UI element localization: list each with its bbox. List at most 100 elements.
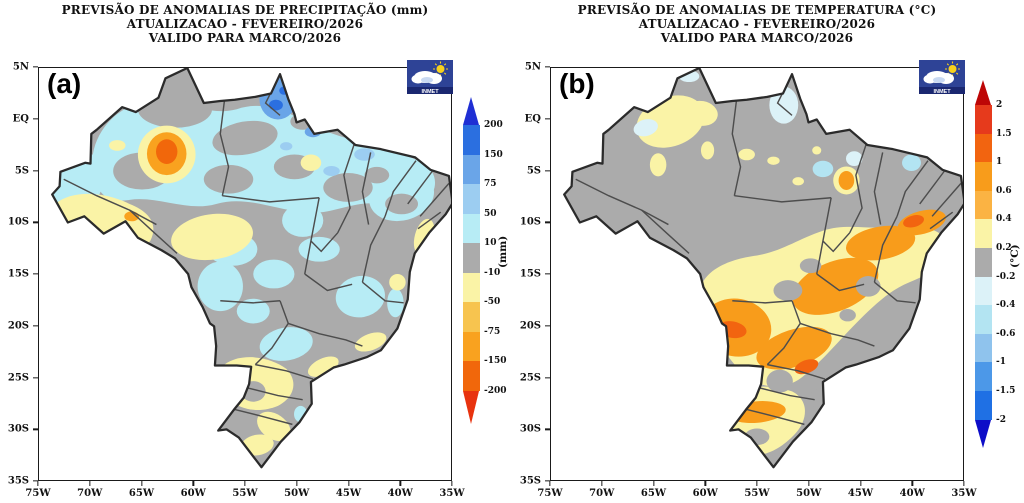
x-axis: 75W 70W 65W 60W 55W 50W 45W 40W 35W <box>25 481 465 503</box>
y-tick-label: EQ <box>524 113 541 125</box>
x-tick-mark <box>451 481 453 486</box>
state-border <box>244 386 303 401</box>
y-tick-label: 20S <box>519 320 541 332</box>
colorbar-tick-label: -1 <box>996 357 1006 368</box>
y-tick-mark <box>545 169 550 172</box>
anomaly-region <box>323 166 340 176</box>
cloud-icon <box>923 74 937 84</box>
state-border <box>931 182 962 217</box>
state-border <box>361 152 372 225</box>
x-tick-mark <box>859 481 862 486</box>
title-line-1: PREVISÃO DE ANOMALIAS DE TEMPERATURA (°C… <box>577 3 937 17</box>
state-border <box>310 232 339 253</box>
x-tick-label: 50W <box>796 488 822 499</box>
colorbar-tick-label: 200 <box>484 120 503 130</box>
x-tick-label: 45W <box>847 488 874 499</box>
state-border <box>740 407 805 426</box>
x-tick-label: 45W <box>335 488 362 499</box>
cloud-icon <box>411 74 425 84</box>
state-border <box>228 407 293 426</box>
state-border <box>756 386 815 401</box>
anomaly-region <box>109 140 126 151</box>
title-line-1: PREVISÃO DE ANOMALIAS DE PRECIPITAÇÃO (m… <box>61 3 429 17</box>
y-tick-mark <box>33 221 38 223</box>
colorbar-unit-label: (mm) <box>497 235 509 268</box>
logo-band <box>406 87 453 94</box>
anomaly-region <box>838 171 855 190</box>
anomaly-region <box>364 166 390 184</box>
anomaly-region <box>700 141 715 160</box>
anomaly-region <box>300 154 322 171</box>
title-line-2: ATUALIZACAO - FEVEREIRO/2026 <box>638 17 876 31</box>
x-tick-label: 75W <box>25 488 51 499</box>
state-border <box>873 152 884 225</box>
colorbar-tick-label: -0.6 <box>996 328 1016 339</box>
x-tick-mark <box>347 481 350 486</box>
state-border <box>800 322 875 347</box>
x-tick-label: 60W <box>692 488 718 499</box>
anomaly-region <box>799 258 822 274</box>
state-border <box>222 195 320 203</box>
colorbar-segment <box>975 162 992 191</box>
colorbar-segment <box>975 333 992 363</box>
colorbar-tick-label: 50 <box>484 208 497 219</box>
anomaly-region <box>649 153 667 177</box>
x-tick-mark <box>756 481 758 486</box>
anomaly-region <box>902 154 921 171</box>
state-border <box>361 281 404 304</box>
colorbar-segment <box>975 105 992 134</box>
anomaly-region <box>257 411 291 442</box>
anomaly-region <box>212 120 278 156</box>
y-tick-mark <box>33 273 38 275</box>
colorbar-tick-label: 0.4 <box>996 214 1012 225</box>
colorbar-tick-label: 2 <box>996 100 1003 110</box>
state-border <box>384 160 417 217</box>
anomaly-region <box>845 151 863 167</box>
colorbar-bottom-arrow <box>975 419 991 448</box>
x-tick-label: 70W <box>589 488 615 499</box>
anomaly-region <box>845 225 916 261</box>
state-border <box>337 143 355 234</box>
y-tick-label: 30S <box>7 423 29 435</box>
x-tick-mark <box>963 481 965 486</box>
y-tick-label: 10S <box>7 216 29 228</box>
x-tick-label: 65W <box>640 488 667 499</box>
anomaly-region <box>203 164 254 194</box>
map-frame: (b) INMET <box>550 60 965 481</box>
inmet-logo: INMET <box>406 60 453 94</box>
y-tick-mark <box>545 273 550 275</box>
anomaly-region <box>767 156 780 165</box>
x-tick-mark <box>652 481 655 486</box>
colorbar-segment <box>463 154 480 184</box>
x-tick-label: 55W <box>232 488 258 499</box>
anomaly-region <box>773 280 803 301</box>
anomaly-region <box>253 259 295 289</box>
colorbar-segment <box>463 184 480 214</box>
x-tick-mark <box>244 481 246 486</box>
cloud-shading <box>420 77 433 83</box>
y-tick-mark <box>545 118 550 120</box>
anomaly-region <box>387 288 404 318</box>
state-border <box>288 322 363 347</box>
inmet-logo: INMET <box>918 60 965 94</box>
y-tick-mark <box>545 66 550 68</box>
anomaly-region <box>389 274 406 291</box>
colorbar-tick-label: -75 <box>484 326 501 337</box>
map-precipitation <box>39 68 451 480</box>
x-tick-label: 75W <box>537 488 563 499</box>
colorbar-segment <box>975 190 992 220</box>
map-frame: (a) INMET <box>38 60 453 481</box>
colorbar-precipitation: 200 150 75 50 10 -10 -50 -75 -150 -200 <box>463 97 523 432</box>
y-tick-mark <box>545 325 550 327</box>
colorbar-segment <box>975 247 992 277</box>
colorbar-tick-label: 1.5 <box>996 128 1012 139</box>
y-tick-label: 15S <box>519 268 541 280</box>
colorbar-segment <box>463 243 480 273</box>
anomaly-region <box>171 213 253 261</box>
x-tick-mark <box>89 481 91 486</box>
colorbar-tick-label: -1.5 <box>996 386 1016 396</box>
colorbar-segment <box>975 390 992 420</box>
x-tick-mark <box>37 481 39 486</box>
anomaly-region <box>197 261 243 312</box>
x-tick-mark <box>296 481 298 486</box>
